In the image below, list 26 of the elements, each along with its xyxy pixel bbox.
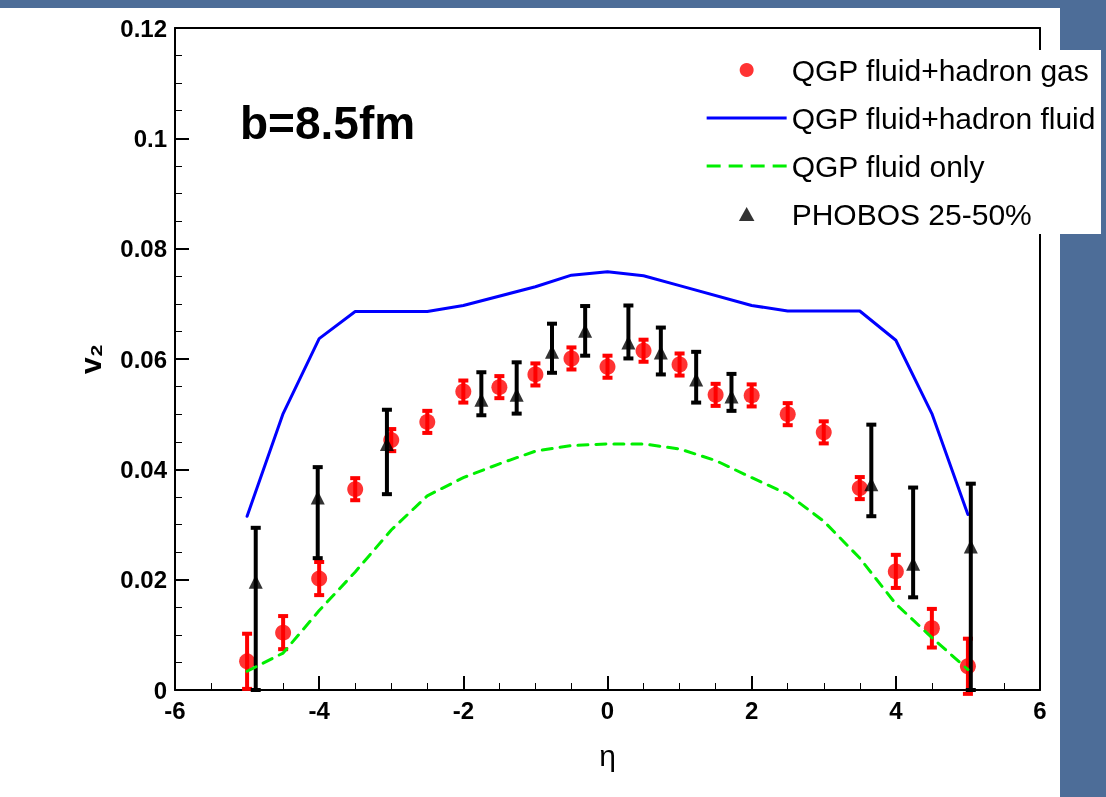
legend-label: QGP fluid+hadron fluid <box>791 101 1096 135</box>
x-tick-label: 0 <box>600 696 615 724</box>
y-tick-label: 0 <box>153 676 167 704</box>
annotation: b=8.5fm <box>240 97 416 149</box>
x-tick-label: -2 <box>452 696 475 724</box>
x-tick-label: -4 <box>308 696 331 724</box>
x-tick-label: -6 <box>164 696 186 724</box>
x-axis-title: η <box>599 738 616 772</box>
point <box>887 563 904 580</box>
point <box>275 624 292 641</box>
x-tick-label: 4 <box>889 696 904 724</box>
point <box>239 653 256 670</box>
y-tick-label: 0.04 <box>120 455 168 483</box>
y-tick-label: 0.1 <box>133 124 167 152</box>
y-axis-title: v₂ <box>73 343 107 375</box>
line-series <box>245 270 970 518</box>
x-tick-label: 6 <box>1033 696 1047 724</box>
y-tick-label: 0.02 <box>120 566 167 594</box>
point <box>311 570 328 587</box>
legend-label: QGP fluid only <box>791 149 985 183</box>
legend-label: PHOBOS 25-50% <box>791 197 1032 231</box>
y-tick-label: 0.08 <box>120 235 167 263</box>
y-tick-label: 0.12 <box>120 14 167 42</box>
legend-label: QGP fluid+hadron gas <box>791 53 1089 87</box>
x-tick-label: 2 <box>744 696 759 724</box>
y-tick-label: 0.06 <box>120 345 167 373</box>
